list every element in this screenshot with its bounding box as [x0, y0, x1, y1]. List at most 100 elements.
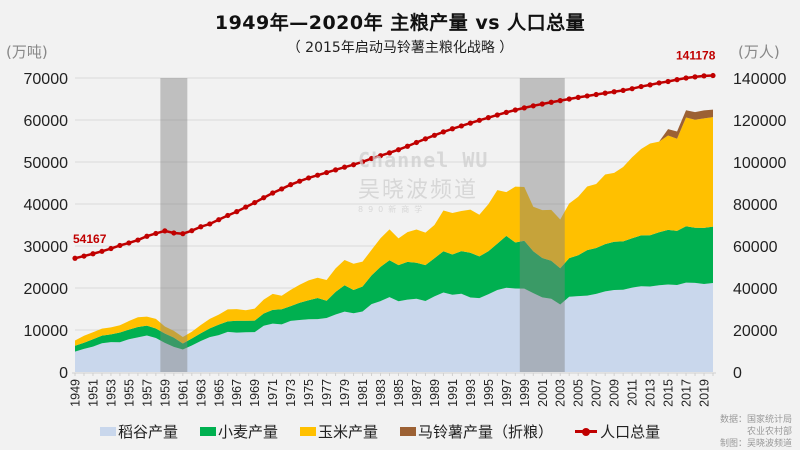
- population-point: [189, 228, 195, 234]
- left-axis-tick-label: 60000: [24, 113, 69, 130]
- population-point: [485, 115, 491, 121]
- population-point: [395, 147, 402, 153]
- population-point: [297, 178, 303, 184]
- area-稻谷产量: [75, 282, 713, 372]
- population-point: [575, 94, 581, 101]
- population-point: [440, 129, 447, 135]
- population-point: [449, 126, 456, 132]
- x-axis-tick-label: 2005: [572, 379, 586, 407]
- legend-label-wheat: 小麦产量: [218, 423, 279, 441]
- population-point: [503, 109, 509, 115]
- left-axis-tick-label: 30000: [24, 239, 69, 256]
- x-axis-tick-label: 1949: [69, 379, 83, 407]
- x-axis-tick-label: 1961: [176, 379, 190, 407]
- x-axis-tick-label: 1955: [122, 379, 136, 407]
- x-axis-tick-label: 1969: [248, 379, 262, 407]
- x-axis-tick-label: 2011: [626, 379, 640, 406]
- population-point: [359, 159, 366, 165]
- right-axis-tick-label: 40000: [733, 281, 778, 298]
- population-point: [638, 83, 644, 90]
- x-axis-tick-label: 1959: [158, 379, 172, 407]
- population-point: [548, 99, 554, 105]
- right-axis-tick-label: 20000: [733, 323, 778, 340]
- population-point: [198, 224, 204, 230]
- population-point: [467, 120, 473, 126]
- x-axis-tick-label: 1995: [482, 379, 496, 407]
- population-point: [225, 212, 231, 219]
- population-point: [701, 73, 707, 79]
- right-axis-tick-label: 60000: [733, 239, 778, 256]
- population-point: [117, 242, 123, 249]
- x-axis-tick-label: 2015: [662, 379, 676, 407]
- population-point: [90, 251, 96, 257]
- x-axis-tick-label: 1975: [302, 379, 316, 407]
- population-point: [656, 80, 662, 86]
- population-point: [332, 167, 339, 173]
- highlight-period-band: [160, 78, 188, 372]
- source-line-1: 数据：国家统计局: [719, 415, 792, 425]
- x-axis-tick-label: 1973: [284, 379, 298, 407]
- source-line-3: 制图：吴晓波频道: [719, 439, 792, 449]
- population-point: [306, 175, 312, 181]
- population-point: [683, 75, 689, 81]
- legend-item-wheat[interactable]: 小麦产量: [200, 421, 278, 442]
- population-point: [674, 77, 680, 83]
- population-point: [72, 255, 78, 261]
- left-axis-tick-label: 20000: [24, 281, 69, 298]
- legend-item-rice[interactable]: 稻谷产量: [100, 421, 178, 442]
- population-point: [692, 74, 698, 80]
- population-point: [288, 182, 294, 188]
- x-axis-tick-label: 1965: [212, 379, 226, 407]
- x-axis-tick-label: 1951: [86, 379, 100, 407]
- legend-swatch-corn: [300, 427, 317, 436]
- population-point: [99, 248, 105, 254]
- left-axis-tick-label: 70000: [24, 71, 69, 88]
- x-axis-tick-label: 1967: [230, 379, 244, 407]
- population-point: [315, 172, 321, 178]
- legend-label-corn: 玉米产量: [318, 423, 379, 441]
- x-axis-tick-label: 1983: [374, 379, 388, 407]
- population-point: [602, 90, 608, 96]
- x-axis-tick-label: 1971: [266, 379, 280, 407]
- left-axis-tick-label: 40000: [24, 197, 69, 214]
- population-point: [647, 82, 653, 88]
- population-point: [386, 150, 393, 156]
- x-axis-tick-label: 1953: [104, 379, 118, 407]
- population-point: [234, 209, 240, 215]
- population-point: [377, 153, 384, 159]
- population-point: [431, 132, 438, 138]
- x-axis-tick-label: 2009: [608, 379, 622, 407]
- chart-title: 1949年—2020年 主粮产量 vs 人口总量: [214, 12, 586, 34]
- population-point: [710, 72, 716, 79]
- right-axis-tick-label: 80000: [733, 197, 778, 214]
- population-point: [458, 123, 464, 129]
- population-point: [665, 78, 671, 85]
- population-point: [341, 164, 348, 170]
- right-axis-tick-label: 100000: [733, 155, 786, 172]
- area-玉米产量: [75, 117, 713, 346]
- x-axis-tick-label: 1957: [140, 379, 154, 407]
- population-data-label: 54167: [73, 232, 107, 246]
- left-axis-tick-label: 50000: [24, 155, 69, 172]
- population-point: [180, 231, 186, 237]
- right-axis-unit: (万人): [738, 43, 780, 61]
- population-point: [108, 245, 114, 252]
- population-point: [135, 237, 141, 243]
- legend-item-population[interactable]: 人口总量: [575, 421, 660, 442]
- population-point: [279, 186, 285, 192]
- x-axis-tick-label: 1979: [338, 379, 352, 407]
- x-axis-tick-label: 2017: [680, 379, 694, 407]
- legend-line-marker-population: [575, 427, 598, 436]
- population-point: [270, 190, 276, 196]
- population-data-label: 141178: [676, 49, 716, 63]
- legend-item-corn[interactable]: 玉米产量: [300, 421, 378, 442]
- population-point: [153, 230, 159, 237]
- left-axis-tick-label: 10000: [24, 323, 69, 340]
- population-point: [171, 230, 177, 236]
- x-axis-tick-label: 2013: [644, 379, 658, 407]
- legend-swatch-wheat: [200, 427, 217, 436]
- left-axis-tick-label: 0: [59, 365, 68, 382]
- legend-item-potato[interactable]: 马铃薯产量（折粮）: [400, 421, 553, 442]
- source-note: 数据：国家统计局 农业农村部 制图：吴晓波频道: [720, 414, 792, 450]
